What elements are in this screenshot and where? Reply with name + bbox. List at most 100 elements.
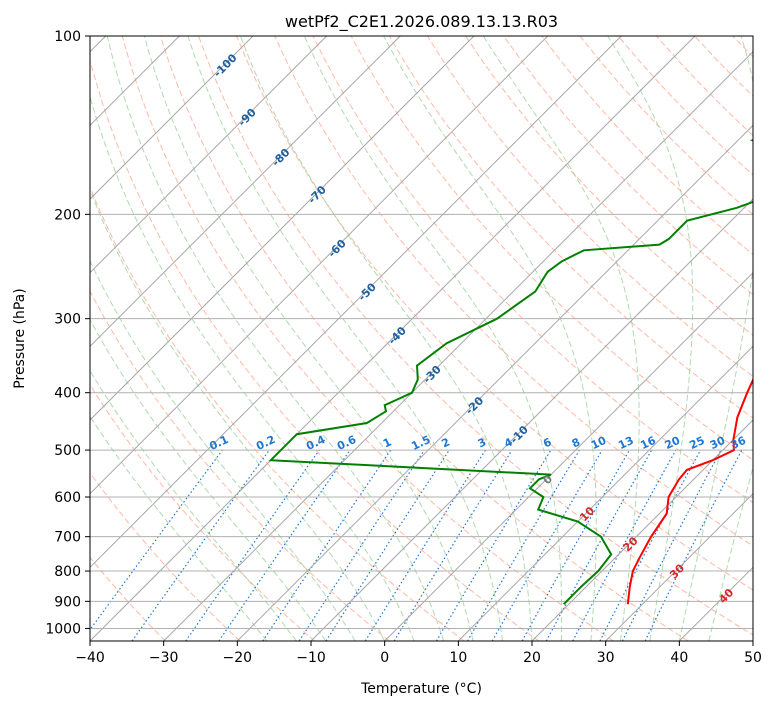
isotherm [531,419,753,641]
isotherm [310,198,753,641]
isotherm [678,566,753,641]
dry-adiabat [90,556,166,641]
x-tick-label: −10 [296,650,326,666]
temperature-line [626,377,753,605]
x-tick-label: −30 [149,650,179,666]
moist-adiabat [239,36,533,641]
y-tick-label: 500 [54,443,81,459]
dry-adiabat [90,471,241,641]
y-tick-label: 400 [54,386,81,402]
dry-adiabat [503,36,753,296]
dry-adiabat-label: -40 [386,324,409,347]
dry-adiabat [426,36,753,377]
dry-adiabat-label: -60 [326,237,349,260]
moist-adiabat [607,36,694,641]
isotherm [457,345,753,641]
dry-adiabat-label: -50 [356,280,379,303]
x-axis-title: Temperature (°C) [360,681,482,697]
y-tick-label: 600 [54,490,81,506]
isotherm [90,36,254,200]
y-axis-title: Pressure (hPa) [12,288,28,388]
x-tick-label: 30 [597,650,615,666]
dry-adiabat [656,36,753,137]
axis-ticks: −40 −30 −20 −10 0 10 20 30 40 50 100 200 300 400 500 60… [45,29,762,666]
chart-title: wetPf2_C2E1.2026.089.13.13.R03 [285,12,558,32]
dry-adiabat [236,36,753,591]
isotherm [236,124,753,641]
mixing-ratio-line [435,449,552,641]
mixing-ratio-label: 10 [589,434,609,452]
moist-adiabat [678,36,753,641]
dry-adiabat [90,185,465,641]
dry-adiabat-label: -100 [211,51,240,80]
isotherm [752,640,753,641]
moist-adiabat [187,36,503,641]
dry-adiabat [465,36,753,337]
isotherm [90,36,475,421]
dry-adiabat [90,290,390,641]
mixing-ratio-label: 2 [440,435,452,450]
profile-series [268,139,753,605]
isotherm [90,36,622,569]
mixing-ratio-line [521,449,631,641]
dry-adiabat [350,36,753,461]
mixing-ratio-line [262,449,392,641]
mixing-ratio-label: 25 [687,434,706,452]
plot-frame [89,35,754,642]
moist-adiabat [90,369,297,641]
mixing-ratio-label: 16 [638,434,658,452]
dry-adiabat [274,36,753,547]
mixing-ratio-label: 1 [381,435,393,450]
x-tick-label: 0 [380,650,389,666]
dry-adiabat-label: -20 [463,394,486,417]
mixing-ratio-line [364,449,486,641]
dry-adiabat [694,36,753,97]
mixing-ratio-line [325,449,450,641]
dry-adiabat [732,36,753,58]
mixing-ratio-line [644,449,743,641]
moist-adiabat [303,36,563,641]
mixing-ratio-label: 30 [708,434,728,452]
isotherm [90,36,696,641]
moist-adiabat [106,36,445,641]
y-tick-label: 1000 [45,621,81,637]
mixing-ratio-line [466,449,580,641]
dry-adiabat-label: -90 [236,106,259,129]
dry-adiabat [90,58,540,641]
x-tick-label: 50 [744,650,762,666]
moist-adiabat [90,188,386,641]
mixing-ratio-label: 8 [570,435,582,450]
moist-adiabat [90,259,356,641]
dry-adiabat [121,36,614,641]
isotherm [163,50,753,641]
mixing-ratio-line [572,449,677,641]
dry-adiabat-label: 40 [716,586,736,606]
mixing-ratio-line [298,449,425,641]
mixing-ratio-label: 36 [729,434,749,452]
mixing-ratio-line [393,449,513,641]
isotherm [384,271,753,641]
mixing-ratio-line [545,449,653,641]
dry-adiabat-label: -30 [421,363,444,386]
dry-adiabat-label: 30 [667,561,687,581]
moist-adiabat [143,36,474,641]
y-tick-label: 800 [54,564,81,580]
dry-adiabat [388,36,753,419]
mixing-ratio-line [218,449,351,641]
isotherm [90,36,328,274]
x-tick-label: −40 [75,650,105,666]
dry-adiabat-label: 20 [621,534,641,554]
dry-adiabat [90,383,316,641]
x-tick-label: 40 [670,650,688,666]
moist-adiabat [482,36,640,641]
mixing-ratio-label: 13 [616,434,635,452]
mixing-ratio-line [90,449,223,631]
dry-adiabat [312,36,753,504]
mixing-ratio-line [131,449,270,641]
y-tick-label: 900 [54,594,81,610]
isotherm [605,492,753,641]
isotherm [90,36,401,348]
dry-adiabat [771,36,775,641]
dry-adiabat [159,36,689,641]
